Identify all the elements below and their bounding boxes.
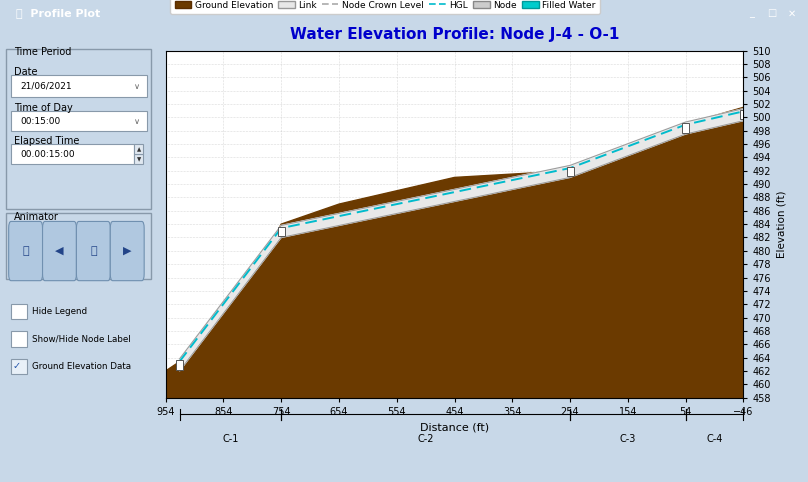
- FancyBboxPatch shape: [110, 221, 144, 281]
- Text: Hide Legend: Hide Legend: [32, 307, 86, 316]
- FancyBboxPatch shape: [11, 304, 27, 320]
- X-axis label: Distance (ft): Distance (ft): [420, 422, 489, 432]
- Title: Water Elevation Profile: Node J-4 - O-1: Water Elevation Profile: Node J-4 - O-1: [290, 27, 619, 42]
- FancyBboxPatch shape: [134, 144, 143, 154]
- Text: ⏮: ⏮: [23, 246, 29, 256]
- FancyBboxPatch shape: [6, 213, 151, 279]
- Bar: [740, 110, 747, 120]
- Polygon shape: [166, 107, 743, 398]
- FancyBboxPatch shape: [11, 75, 146, 97]
- Text: Time Period: Time Period: [15, 47, 72, 56]
- Text: ✓: ✓: [12, 362, 21, 371]
- Legend: Ground Elevation, Link, Node Crown Level, HGL, Node, Filled Water: Ground Elevation, Link, Node Crown Level…: [170, 0, 600, 14]
- Text: ▲: ▲: [137, 147, 141, 152]
- Text: Date: Date: [15, 67, 38, 77]
- FancyBboxPatch shape: [6, 49, 151, 209]
- Text: Show/Hide Node Label: Show/Hide Node Label: [32, 335, 130, 344]
- FancyBboxPatch shape: [11, 111, 146, 131]
- FancyBboxPatch shape: [9, 221, 43, 281]
- Text: Animator: Animator: [15, 212, 59, 222]
- FancyBboxPatch shape: [11, 144, 134, 164]
- Text: 00.00:15:00: 00.00:15:00: [20, 149, 75, 159]
- Text: □: □: [767, 8, 776, 18]
- Text: C-1: C-1: [222, 434, 238, 444]
- Text: ▼: ▼: [137, 157, 141, 162]
- Text: ∨: ∨: [134, 117, 140, 126]
- Text: 00:15:00: 00:15:00: [20, 117, 61, 126]
- Polygon shape: [179, 120, 743, 398]
- Text: ⏸: ⏸: [90, 246, 97, 256]
- FancyBboxPatch shape: [11, 359, 27, 374]
- Text: C-2: C-2: [418, 434, 434, 444]
- Text: Ground Elevation Data: Ground Elevation Data: [32, 362, 131, 371]
- FancyBboxPatch shape: [134, 154, 143, 164]
- Text: C-3: C-3: [620, 434, 636, 444]
- Text: ◀: ◀: [55, 246, 64, 256]
- FancyBboxPatch shape: [43, 221, 77, 281]
- Polygon shape: [179, 108, 743, 371]
- Bar: [278, 227, 284, 236]
- Text: ✕: ✕: [788, 8, 796, 18]
- Bar: [176, 360, 183, 370]
- FancyBboxPatch shape: [11, 331, 27, 347]
- Bar: [566, 167, 574, 176]
- Bar: [682, 123, 689, 133]
- Text: ▶: ▶: [123, 246, 132, 256]
- Text: C-4: C-4: [706, 434, 722, 444]
- Text: 21/06/2021: 21/06/2021: [20, 81, 72, 91]
- FancyBboxPatch shape: [77, 221, 110, 281]
- Text: 🔵  Profile Plot: 🔵 Profile Plot: [16, 8, 100, 18]
- Text: ∨: ∨: [134, 81, 140, 91]
- Text: Elapsed Time: Elapsed Time: [15, 136, 79, 147]
- Y-axis label: Elevation (ft): Elevation (ft): [776, 190, 786, 258]
- Text: Time of Day: Time of Day: [15, 104, 73, 113]
- Text: _: _: [749, 8, 754, 18]
